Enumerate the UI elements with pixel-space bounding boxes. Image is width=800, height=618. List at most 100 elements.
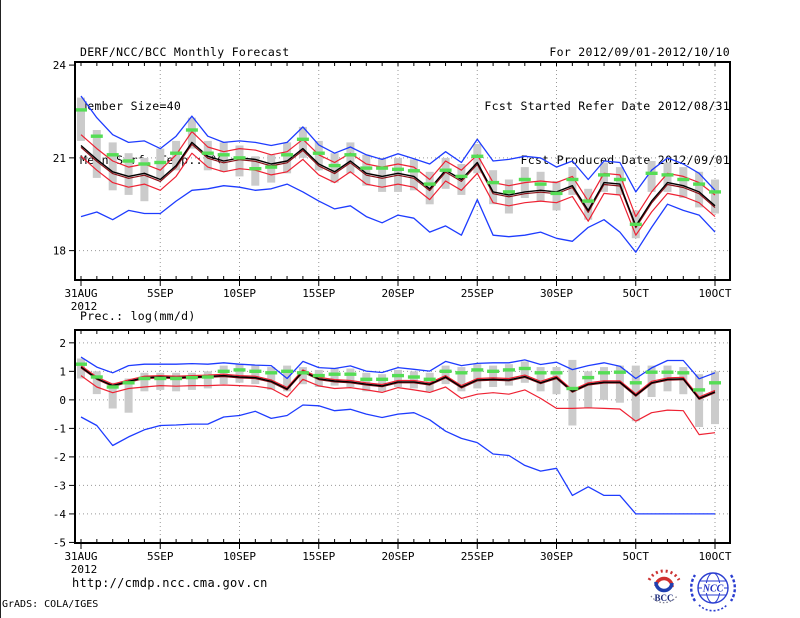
spread-bar <box>520 361 529 383</box>
spread-bar <box>362 372 371 392</box>
y-tick-label: 24 <box>53 59 67 72</box>
spread-bar <box>156 372 165 390</box>
bcc-logo-bottom-text <box>650 595 678 604</box>
spread-bar <box>615 365 624 403</box>
spread-bar <box>140 157 149 202</box>
y-tick-label: 18 <box>53 245 66 258</box>
x-tick-label: 10SEP <box>223 550 256 563</box>
spread-bar <box>77 97 85 141</box>
bcc-logo-disc <box>645 567 683 605</box>
x-axis-year-label: 2012 <box>71 563 98 576</box>
y-tick-label: -1 <box>53 422 66 435</box>
x-tick-label: 5OCT <box>623 550 650 563</box>
x-tick-label: 10OCT <box>698 550 731 563</box>
series-line-upper <box>80 365 716 398</box>
x-tick-label: 10OCT <box>698 287 731 300</box>
spread-bar <box>441 157 450 189</box>
series-line-min <box>80 183 716 253</box>
header-title: DERF/NCC/BCC Monthly Forecast <box>80 45 290 59</box>
spread-bar <box>489 365 498 387</box>
x-tick-label: 31AUG <box>64 550 97 563</box>
header-refer-date: Fcst Started Refer Date 2012/08/31 <box>484 99 730 113</box>
x-tick-label: 25SEP <box>461 287 494 300</box>
y-tick-label: -3 <box>53 479 66 492</box>
spread-bar <box>695 374 704 427</box>
spread-bar <box>124 378 133 413</box>
spread-bar <box>504 364 513 386</box>
spread-bar <box>536 367 545 392</box>
ncc-logo-label: NCC <box>702 584 724 595</box>
spread-bar <box>711 371 719 425</box>
spread-bar <box>663 162 672 192</box>
spread-bar <box>425 372 434 392</box>
spread-bar <box>679 367 688 395</box>
spread-bar <box>378 157 387 192</box>
y-tick-label: 1 <box>59 365 66 378</box>
spread-bar <box>362 154 371 186</box>
spread-bar <box>108 142 117 191</box>
x-tick-label: 10SEP <box>223 287 256 300</box>
spread-bar <box>108 382 117 409</box>
spread-bar <box>394 369 402 387</box>
page-left-border <box>0 0 1 618</box>
spread-bar <box>330 368 339 386</box>
header-right-block: For 2012/09/01-2012/10/10 Fcst Started R… <box>484 7 730 205</box>
grads-credit: GrADS: COLA/IGES <box>2 599 99 610</box>
series-line-lower <box>80 152 716 236</box>
spread-bar <box>409 371 418 389</box>
spread-bar <box>536 171 545 202</box>
spread-bar <box>330 153 339 183</box>
series-line-median <box>80 143 716 229</box>
spread-bar <box>584 188 593 220</box>
spread-bar <box>92 371 101 395</box>
spread-bar <box>187 372 196 390</box>
x-tick-label: 5OCT <box>623 287 650 300</box>
spread-bar <box>552 181 561 211</box>
x-tick-label: 15SEP <box>302 287 335 300</box>
footer-url: http://cmdp.ncc.cma.gov.cn <box>72 576 268 590</box>
series-line-lower <box>80 375 716 436</box>
y-tick-label: -2 <box>53 451 66 464</box>
spread-bar <box>140 372 149 392</box>
chart2-title: Prec.: log(mm/d) <box>80 309 196 323</box>
spread-bar <box>552 367 561 395</box>
spread-bar <box>314 140 323 171</box>
spread-bar <box>298 126 307 158</box>
chart-frame <box>74 61 731 281</box>
spread-bar <box>235 364 244 383</box>
bcc-logo-label: BCC <box>654 593 673 603</box>
spread-bar <box>378 374 387 392</box>
spread-bar <box>409 159 418 191</box>
spread-bar <box>600 162 608 192</box>
ncc-logo: NCC <box>690 572 736 612</box>
x-tick-label: 31AUG <box>64 287 97 300</box>
spread-bar <box>251 365 260 385</box>
x-tick-label: 5SEP <box>147 550 174 563</box>
ncc-logo-bottom-wreath <box>698 604 728 612</box>
spread-bar <box>679 167 688 198</box>
series-line-min <box>80 404 715 515</box>
chart-frame <box>74 329 731 544</box>
spread-bar <box>584 371 593 409</box>
series-line-max <box>80 356 716 380</box>
spread-bar <box>187 117 196 149</box>
ncc-logo-label-bg <box>702 583 724 593</box>
y-tick-label: -4 <box>53 508 67 521</box>
spread-bar <box>473 364 482 389</box>
x-tick-label: 15SEP <box>302 550 335 563</box>
x-tick-label: 30SEP <box>540 287 573 300</box>
header-produced-date: Fcst Produced Date 2012/09/01 <box>520 153 730 167</box>
spread-bar <box>695 171 704 208</box>
spread-bar <box>489 170 498 205</box>
x-tick-label: 30SEP <box>540 550 573 563</box>
series-line-max <box>80 95 716 193</box>
x-tick-label: 20SEP <box>381 287 414 300</box>
y-tick-label: 2 <box>59 337 66 350</box>
spread-bar <box>473 143 482 174</box>
spread-bar <box>457 367 466 392</box>
spread-bar <box>203 371 212 389</box>
spread-bar <box>346 142 355 174</box>
spread-bar <box>267 367 276 390</box>
spread-bar <box>346 368 355 387</box>
